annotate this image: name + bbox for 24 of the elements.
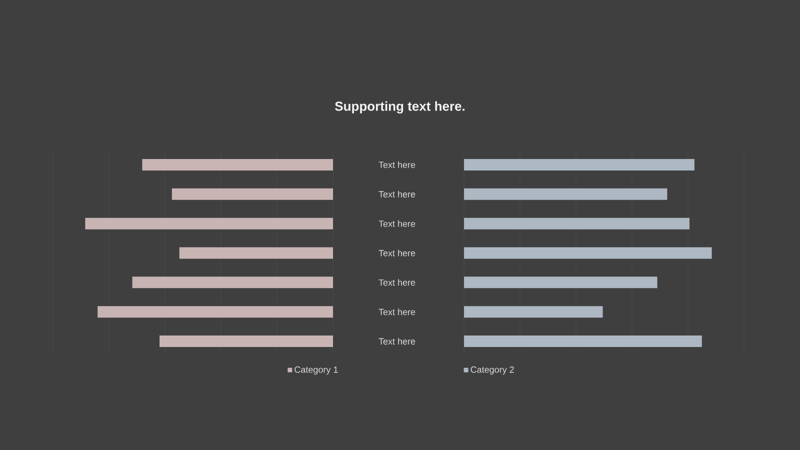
bar: [172, 188, 334, 200]
bar: [464, 218, 690, 230]
text: Supporting text here.: [335, 101, 464, 114]
y-tick-label: Text here: [378, 161, 416, 168]
bar: [98, 306, 334, 318]
y-tick-label: Text here: [378, 220, 416, 227]
y-tick-label: Text here: [378, 250, 416, 256]
bar: [132, 276, 334, 288]
bar: [160, 336, 334, 348]
legend-label: Category 2: [470, 366, 514, 375]
bar: [179, 247, 334, 259]
y-tick-label: Text here: [378, 279, 416, 286]
bar: [464, 336, 702, 348]
bar: [85, 218, 334, 230]
legend-label: Category 1: [294, 366, 338, 375]
bar: [142, 158, 334, 170]
bar: [464, 247, 712, 259]
bar: [464, 306, 603, 318]
y-tick-label: Text here: [378, 338, 416, 345]
bar: [464, 188, 668, 200]
bar: [464, 276, 658, 288]
y-tick-label: Text here: [378, 308, 416, 316]
bar: [464, 158, 694, 170]
y-tick-label: Text here: [378, 190, 416, 198]
